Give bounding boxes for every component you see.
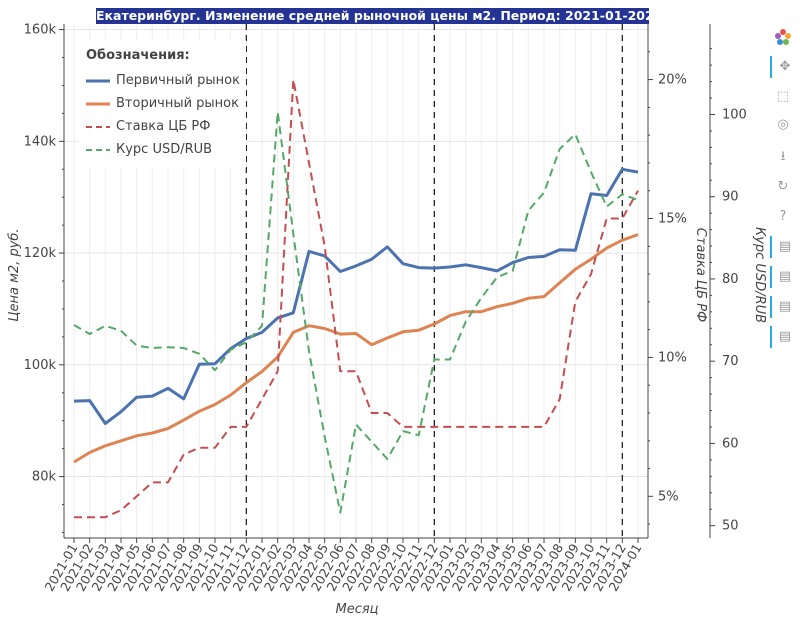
hover-icon[interactable]: ▤ [770,236,798,258]
y2-tick-label: 20% [658,73,687,88]
legend-item-key-rate[interactable]: Ставка ЦБ РФ [84,118,249,138]
hover-icon[interactable]: ▤ [770,266,798,288]
y3-tick-label: 100 [722,107,747,122]
save-icon[interactable]: ⭳ [780,149,786,164]
y2-tick-label: 5% [658,489,679,504]
legend-swatch-key-rate [86,126,110,128]
series-line-0 [73,167,639,425]
y-axis-label: Цена м2, руб. [7,228,22,321]
legend-item-usd-rub[interactable]: Курс USD/RUB [84,141,249,161]
legend-swatch-secondary [86,102,110,106]
series-line-1 [73,233,639,464]
y-tick-label: 100k [24,358,57,373]
y2-tick-label: 15% [658,211,687,226]
box-zoom-icon[interactable]: ⬚ [776,89,790,104]
legend-label: Первичный рынок [116,73,240,88]
chart-title: Екатеринбург. Изменение средней рыночной… [96,8,649,24]
legend: Обозначения: Первичный рынок Вторичный р… [78,40,246,168]
legend-label: Вторичный рынок [116,96,239,111]
y3-axis-label: Курс USD/RUB [752,227,767,323]
legend-swatch-usd-rub [86,149,110,151]
y3-tick-label: 60 [722,436,739,451]
legend-title: Обозначения: [86,48,190,63]
wheel-zoom-icon[interactable]: ◎ [777,117,789,132]
period-markers [245,24,623,538]
hover-icon[interactable]: ▤ [770,326,798,348]
y2-axis-label: Ставка ЦБ РФ [693,228,708,322]
y-tick-label: 160k [24,23,57,38]
bokeh-logo-icon[interactable] [770,28,796,50]
y3-tick-label: 70 [722,354,739,369]
legend-item-primary[interactable]: Первичный рынок [84,72,249,92]
legend-label: Курс USD/RUB [116,142,213,157]
series-line-2 [74,78,639,519]
y3-tick-label: 80 [722,272,739,287]
y-tick-label: 120k [24,246,57,261]
reset-icon[interactable]: ↻ [777,179,789,194]
hover-icon[interactable]: ▤ [770,296,798,318]
help-icon[interactable]: ? [779,209,787,224]
legend-label: Ставка ЦБ РФ [116,119,211,134]
y-tick-label: 80k [32,470,57,485]
pan-icon[interactable]: ✥ [770,56,798,78]
legend-item-secondary[interactable]: Вторичный рынок [84,95,249,115]
y3-tick-label: 50 [722,519,739,534]
y3-tick-label: 90 [722,190,739,205]
y-tick-label: 140k [24,134,57,149]
y2-tick-label: 10% [658,350,687,365]
series-layer [73,78,639,519]
x-axis-label: Месяц [335,602,378,617]
series-line-3 [73,111,639,514]
axes: 80k 100k 120k 140k 160k 5% 10% 15% 20% 50 60 70 80 90… [24,23,747,594]
legend-swatch-primary [86,79,110,83]
toolbar: ✥ ⬚ ◎ ⭳ ↻ ? ▤ ▤ ▤ ▤ [770,28,800,358]
